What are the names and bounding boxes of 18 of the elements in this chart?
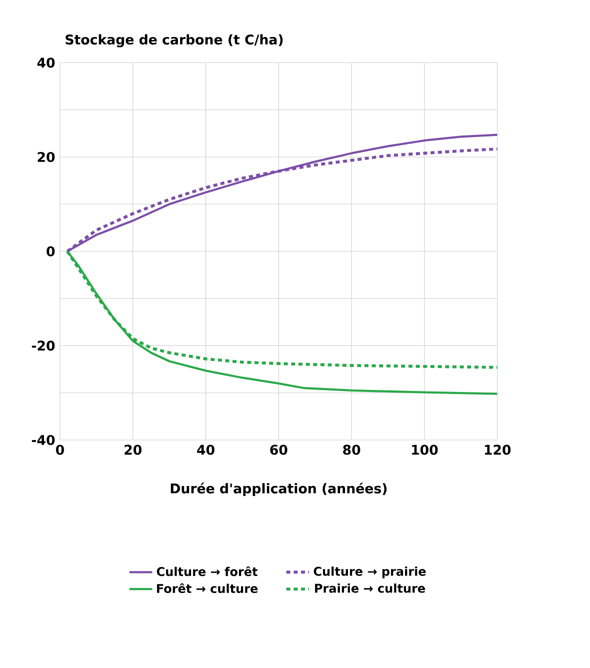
x-axis-title: Durée d'application (années) [170, 482, 387, 496]
x-tick-label: 40 [197, 444, 214, 455]
y-tick-label: -40 [32, 434, 55, 446]
x-tick-label: 20 [124, 444, 142, 455]
legend-label: Forêt → culture [157, 583, 258, 594]
x-tick-label: 60 [270, 444, 288, 455]
y-axis-title: Stockage de carbone (t C/ha) [66, 34, 283, 48]
x-tick-label: 0 [56, 444, 64, 455]
legend-label: Prairie → culture [315, 584, 425, 593]
x-tick-label: 80 [343, 444, 360, 455]
legend-label: Culture → prairie [314, 566, 426, 578]
y-tick-label: -20 [32, 340, 55, 351]
y-tick-label: 20 [38, 152, 55, 162]
y-tick-label: 0 [46, 246, 55, 256]
x-tick-label: 100 [412, 444, 438, 455]
x-tick-label: 120 [484, 444, 511, 455]
legend-label: Culture → forêt [156, 566, 258, 576]
y-tick-label: 40 [37, 58, 55, 68]
